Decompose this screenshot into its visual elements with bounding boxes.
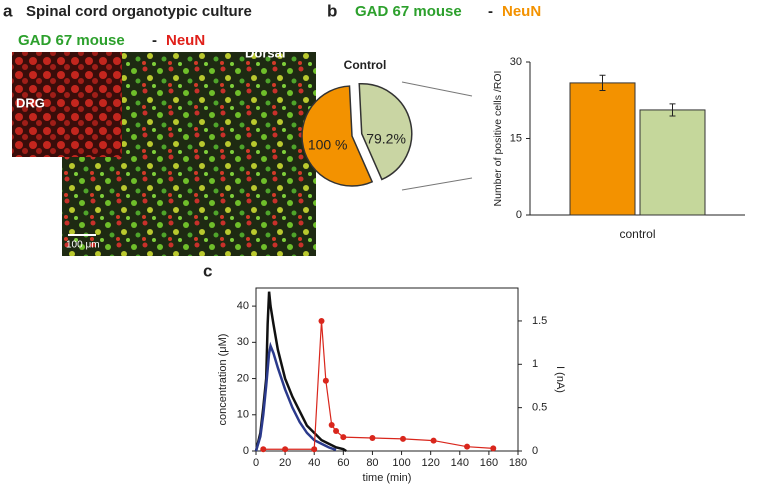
plot-frame [255,287,519,452]
panel-title: Spinal cord organotypic culture [26,3,252,20]
data-line [254,341,337,452]
y-axis-label: Number of positive cells /ROI [492,71,504,207]
y-tick-label: 20 [237,372,249,384]
x-tick-label: control [619,227,655,241]
connector [401,81,473,97]
region-label: Dorsal [245,45,285,60]
region-label: DRG [16,95,45,110]
data-point [282,446,289,453]
y2-tick-label: 0 [532,445,538,457]
data-point [464,443,471,450]
x-tick-label: 180 [509,457,527,469]
pie-slice [358,83,413,181]
error-bar [599,74,606,92]
data-point [311,446,318,453]
panel-label: c [203,261,212,280]
y-tick-label: 40 [237,300,249,312]
y2-tick-label: 0.5 [532,402,547,414]
y-tick-label: 10 [237,409,249,421]
bar [639,109,706,216]
data-point [333,428,340,435]
y-tick-label: 15 [510,132,522,144]
x-tick-label: 0 [253,457,259,469]
y-tick-label: 30 [510,56,522,68]
data-point [322,377,329,384]
micrograph [12,52,316,256]
y-tick-label: 0 [516,209,522,221]
panel-title: NeuN [502,3,541,20]
error-bar [669,103,676,117]
data-point [260,446,267,453]
slice-label: 79.2% [366,131,406,147]
x-tick-label: 140 [451,457,469,469]
data-point [430,437,437,444]
data-point [340,434,347,441]
panel-label: b [327,1,337,20]
stain-label: NeuN [166,32,205,49]
bar [569,82,636,216]
y2-tick-label: 1.5 [532,315,547,327]
panel-label: a [3,1,13,20]
data-point [328,421,335,428]
x-tick-label: 100 [392,457,410,469]
data-point [318,317,325,324]
x-tick-label: 80 [366,457,378,469]
x-tick-label: 120 [421,457,439,469]
pie-title: Control [344,58,387,72]
y2-axis-label: I (nA) [554,366,566,393]
data-point [369,434,376,441]
stain-label: GAD 67 mouse [18,32,125,49]
y2-tick-label: 1 [532,358,538,370]
y-tick-label: 30 [237,336,249,348]
x-tick-label: 60 [337,457,349,469]
x-tick-label: 40 [308,457,320,469]
y-tick-label: 0 [243,445,249,457]
data-point [490,445,497,452]
x-tick-label: 160 [480,457,498,469]
data-point [400,435,407,442]
panel-title: GAD 67 mouse [355,3,462,20]
pie-slice [301,85,374,187]
y-axis-label: concentration (μM) [217,334,229,426]
panel-title: - [488,3,493,20]
connector [401,177,473,191]
slice-label: 100 % [308,136,348,152]
scale-bar-label: 100 μm [66,240,100,251]
data-line [263,320,494,450]
stain-separator: - [152,32,157,49]
x-tick-label: 20 [279,457,291,469]
x-axis-label: time (min) [363,472,412,484]
